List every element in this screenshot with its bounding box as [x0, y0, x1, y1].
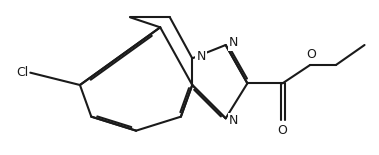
Text: O: O — [306, 48, 316, 61]
Text: O: O — [277, 124, 287, 137]
Text: N: N — [229, 36, 238, 49]
Text: N: N — [196, 50, 206, 63]
Text: N: N — [229, 114, 238, 127]
Text: Cl: Cl — [16, 66, 28, 79]
